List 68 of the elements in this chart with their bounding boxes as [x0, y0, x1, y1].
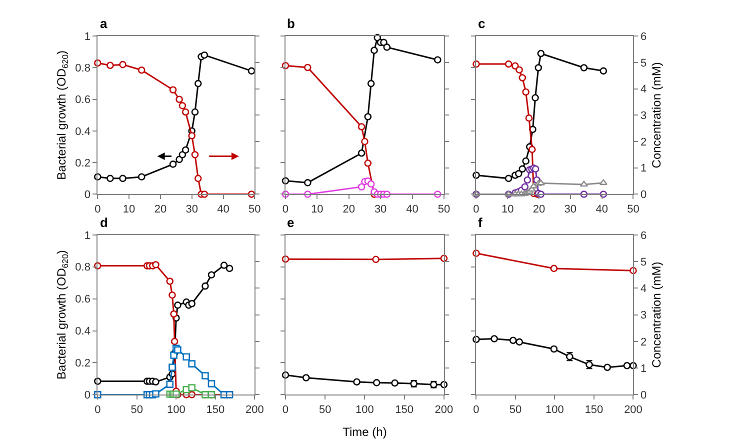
- x-tick-label: 0: [473, 404, 480, 416]
- x-tick-label: 0: [94, 203, 101, 216]
- y2-tick-label: 5: [640, 256, 647, 268]
- x-tick-label: 50: [509, 404, 522, 416]
- x-tick-label: 20: [532, 203, 546, 216]
- y-tick-label: 0.8: [75, 62, 90, 75]
- y-tick-label: 0.4: [75, 126, 90, 138]
- x-tick-label: 0: [282, 203, 289, 216]
- chart-title: b: [287, 16, 295, 31]
- x-tick-label: 10: [122, 203, 136, 216]
- x-tick-label: 100: [166, 404, 186, 416]
- x-tick-label: 100: [546, 404, 564, 416]
- y2-tick-label: 4: [640, 84, 647, 96]
- x-tick-label: 0: [282, 404, 289, 416]
- y2-tick-label: 2: [640, 136, 647, 148]
- y2-tick-label: 3: [640, 310, 647, 322]
- x-tick-label: 200: [434, 404, 454, 416]
- x-tick-label: 30: [186, 203, 198, 216]
- x-tick-label: 150: [206, 404, 225, 416]
- chart-title: e: [287, 215, 294, 230]
- y-tick-label: 0: [84, 189, 90, 202]
- x-tick-label: 50: [627, 203, 640, 216]
- x-tick-label: 0: [473, 203, 480, 216]
- x-tick-label: 20: [342, 203, 356, 216]
- x-tick-label: 200: [245, 404, 264, 416]
- x-tick-label: 40: [596, 203, 608, 216]
- chart-title: f: [478, 215, 483, 230]
- y-tick-label: 0.8: [75, 262, 90, 274]
- y-tick-label: 0.6: [75, 94, 90, 106]
- x-tick-label: 50: [130, 404, 144, 416]
- y2-tick-label: 6: [640, 230, 647, 242]
- x-tick-label: 200: [624, 404, 642, 416]
- y2-tick-label: 6: [640, 30, 647, 43]
- y-tick-label: 1: [84, 230, 90, 242]
- x-tick-label: 10: [501, 203, 514, 216]
- x-tick-label: 150: [584, 404, 604, 416]
- y2-axis-title: Concentration (mM): [649, 62, 664, 168]
- y-tick-label: 0: [84, 390, 90, 402]
- x-tick-label: 10: [311, 203, 324, 216]
- x-tick-label: 50: [248, 203, 261, 216]
- y2-tick-label: 0: [640, 390, 647, 402]
- x-tick-label: 150: [395, 404, 414, 416]
- y-tick-label: 0.6: [75, 294, 90, 306]
- chart-title: d: [100, 215, 108, 230]
- y2-tick-label: 3: [640, 110, 647, 122]
- x-tick-label: 40: [217, 203, 230, 216]
- y2-tick-label: 1: [640, 162, 647, 175]
- y2-tick-label: 1: [640, 362, 647, 375]
- x-axis-title: Time (h): [342, 425, 387, 439]
- y2-tick-label: 4: [640, 283, 647, 296]
- x-tick-label: 40: [406, 203, 418, 216]
- x-tick-label: 30: [374, 203, 387, 216]
- y2-tick-label: 0: [640, 189, 647, 202]
- y2-tick-label: 5: [640, 57, 647, 70]
- x-tick-label: 50: [438, 203, 450, 216]
- x-tick-label: 0: [94, 404, 101, 416]
- chart-title: c: [478, 16, 486, 31]
- y-tick-label: 0.2: [75, 358, 90, 370]
- y-tick-label: 0.2: [75, 157, 90, 170]
- y-tick-label: 0.4: [75, 326, 90, 338]
- x-tick-label: 20: [154, 203, 167, 216]
- x-tick-label: 50: [318, 404, 332, 416]
- y2-tick-label: 2: [640, 336, 647, 348]
- y-tick-label: 1: [84, 30, 90, 43]
- y2-axis-title: Concentration (mM): [649, 262, 664, 368]
- chart-title: a: [100, 16, 108, 31]
- x-tick-label: 100: [356, 404, 374, 416]
- x-tick-label: 30: [564, 203, 577, 216]
